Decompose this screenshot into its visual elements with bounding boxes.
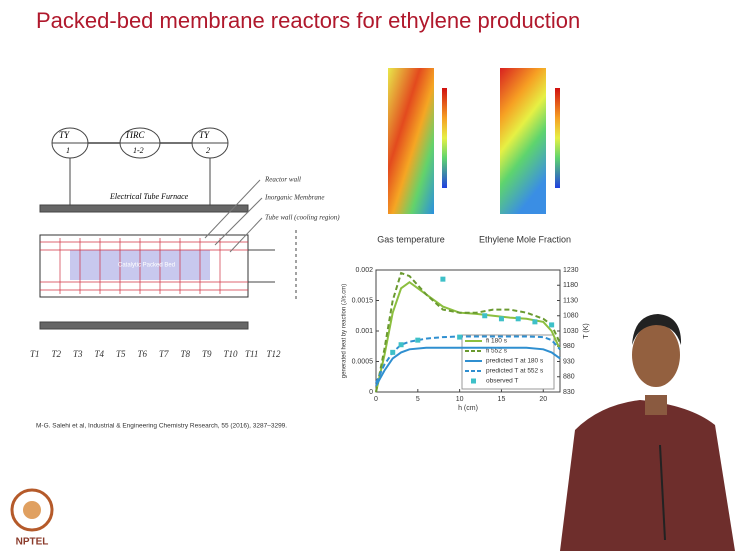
y2-tick-label: 1130 bbox=[563, 297, 578, 304]
x-tick-label: 15 bbox=[498, 396, 506, 403]
x-tick-label: 0 bbox=[374, 396, 378, 403]
position-label: T11 bbox=[245, 349, 258, 359]
data-point bbox=[390, 350, 395, 355]
y-tick-label: 0.002 bbox=[355, 267, 373, 274]
heatmap-caption: Ethylene Mole Fraction bbox=[479, 234, 571, 244]
y-tick-label: 0 bbox=[369, 389, 373, 396]
y2-axis-title: T (K) bbox=[583, 323, 590, 338]
bed-label: Catalytic Packed Bed bbox=[118, 263, 175, 269]
diagram bbox=[40, 128, 296, 329]
y2-tick-label: 830 bbox=[563, 389, 575, 396]
heatmap bbox=[388, 68, 434, 214]
position-label: T8 bbox=[181, 349, 191, 359]
y2-tick-label: 930 bbox=[563, 358, 575, 365]
slide-title: Packed-bed membrane reactors for ethylen… bbox=[36, 8, 580, 33]
y-tick-label: 0.001 bbox=[355, 328, 373, 335]
y-tick-label: 0.0005 bbox=[352, 358, 374, 365]
y2-tick-label: 1230 bbox=[563, 267, 579, 274]
furnace-top bbox=[40, 205, 248, 212]
instrument-tag: TY bbox=[199, 130, 210, 140]
y2-tick-label: 1180 bbox=[563, 282, 578, 289]
callout: Tube wall (cooling region) bbox=[265, 214, 340, 222]
instrument-tag: TY bbox=[59, 130, 70, 140]
slide: Packed-bed membrane reactors for ethylen… bbox=[0, 0, 745, 551]
data-point bbox=[532, 319, 537, 324]
x-axis-title: h (cm) bbox=[458, 405, 478, 412]
heatmap bbox=[500, 68, 546, 214]
presenter bbox=[560, 314, 735, 551]
legend-label: observed T bbox=[486, 378, 518, 385]
shirt bbox=[560, 400, 735, 551]
position-label: T9 bbox=[202, 349, 212, 359]
data-point bbox=[549, 322, 554, 327]
instrument-num: 1 bbox=[66, 146, 70, 155]
y2-tick-label: 980 bbox=[563, 343, 575, 350]
y2-tick-label: 880 bbox=[563, 374, 575, 381]
position-label: T1 bbox=[30, 349, 40, 359]
logo-text: NPTEL bbox=[16, 537, 49, 548]
data-point bbox=[440, 277, 445, 282]
x-tick-label: 5 bbox=[416, 396, 420, 403]
furnace-bottom bbox=[40, 322, 248, 329]
y-tick-label: 0.0015 bbox=[352, 297, 374, 304]
neck bbox=[645, 395, 667, 415]
legend-label: predicted T at 552 s bbox=[486, 368, 544, 375]
logo bbox=[12, 490, 52, 530]
position-label: T3 bbox=[73, 349, 83, 359]
colorbar bbox=[555, 88, 560, 188]
legend-label: predicted T at 180 s bbox=[486, 358, 544, 365]
legend-swatch bbox=[471, 379, 476, 384]
position-label: T2 bbox=[52, 349, 62, 359]
data-point bbox=[499, 316, 504, 321]
y2-tick-label: 1080 bbox=[563, 313, 579, 320]
page: Packed-bed membrane reactors for ethylen… bbox=[0, 0, 745, 556]
furnace-label: Electrical Tube Furnace bbox=[109, 192, 189, 201]
position-label: T6 bbox=[138, 349, 148, 359]
position-label: T12 bbox=[267, 349, 282, 359]
citation: M-G. Salehi et al, Industrial & Engineer… bbox=[36, 423, 287, 430]
callout: Inorganic Membrane bbox=[264, 194, 324, 202]
data-point bbox=[399, 342, 404, 347]
data-point bbox=[482, 313, 487, 318]
y-axis-title: generated heat by reaction (J/s.cm) bbox=[342, 284, 348, 378]
plot: 0 5 10 15 20 0 0.0005 0.001 0.0015 0.002 830 880 930… bbox=[342, 267, 590, 412]
position-label: T7 bbox=[159, 349, 169, 359]
data-point bbox=[457, 335, 462, 340]
x-tick-label: 10 bbox=[456, 396, 464, 403]
x-tick-label: 20 bbox=[539, 396, 547, 403]
colorbar bbox=[442, 88, 447, 188]
y2-tick-label: 1030 bbox=[563, 328, 579, 335]
position-label: T5 bbox=[116, 349, 126, 359]
head bbox=[632, 323, 680, 387]
heatmap-caption: Gas temperature bbox=[377, 234, 445, 244]
instrument-num: 1-2 bbox=[133, 146, 144, 155]
instrument-tag: TIRC bbox=[125, 130, 146, 140]
data-point bbox=[415, 338, 420, 343]
positions: T1 T2 T3 T4 T5 T6 T7 T8 T9 T10 T11 T12 bbox=[30, 349, 281, 359]
data-point bbox=[516, 316, 521, 321]
position-label: T4 bbox=[95, 349, 105, 359]
callout: Reactor wall bbox=[264, 176, 301, 184]
position-label: T10 bbox=[224, 349, 239, 359]
instrument-num: 2 bbox=[206, 146, 210, 155]
legend-label: fi 180 s bbox=[486, 338, 508, 345]
